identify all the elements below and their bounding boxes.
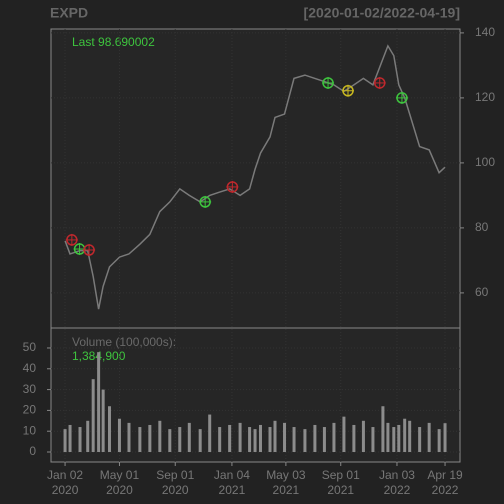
- volume-bar: [218, 427, 222, 453]
- volume-bar: [403, 418, 407, 453]
- volume-bar: [158, 420, 162, 453]
- volume-bar: [332, 422, 336, 453]
- y-tick-label: 120: [475, 90, 495, 104]
- volume-bar: [187, 422, 191, 453]
- x-tick-label: May 03 2021: [266, 468, 306, 497]
- y2-tick-label: 20: [23, 403, 37, 417]
- x-tick-label: Sep 01 2021: [321, 468, 360, 497]
- x-tick-label: Sep 01 2020: [156, 468, 195, 497]
- x-tick-label: Jan 02 2020: [47, 468, 84, 497]
- volume-bar: [392, 427, 396, 453]
- signal-marker: [83, 244, 96, 256]
- volume-bar: [138, 427, 142, 453]
- volume-bar: [253, 429, 257, 453]
- volume-bar: [248, 427, 252, 453]
- x-tick-label: Apr 19 2022: [427, 468, 463, 497]
- signal-marker: [342, 84, 355, 97]
- volume-bar: [268, 427, 272, 453]
- x-tick-label: May 01 2020: [99, 468, 140, 497]
- y-tick-label: 60: [475, 285, 489, 299]
- volume-bar: [292, 427, 296, 453]
- signal-marker: [322, 76, 335, 89]
- volume-bar: [117, 418, 121, 453]
- volume-bar: [178, 427, 182, 453]
- chart-title: EXPD: [50, 5, 88, 21]
- volume-bar: [443, 423, 447, 453]
- y2-tick-label: 30: [23, 382, 37, 396]
- volume-bar: [427, 422, 431, 453]
- chart-range: [2020-01-02/2022-04-19]: [304, 5, 460, 21]
- volume-bar: [238, 422, 242, 453]
- volume-bar: [101, 389, 105, 453]
- y2-tick-label: 0: [29, 444, 36, 458]
- volume-bar: [408, 420, 412, 453]
- y2-tick-label: 50: [23, 340, 37, 354]
- volume-bar: [208, 414, 212, 453]
- volume-bar: [342, 416, 346, 453]
- signal-marker: [199, 195, 212, 208]
- volume-bar: [283, 422, 287, 453]
- y-tick-label: 140: [475, 25, 495, 39]
- x-tick-label: Jan 03 2022: [378, 468, 415, 497]
- signal-marker: [226, 180, 239, 193]
- volume-bar: [352, 424, 356, 453]
- volume-bar: [371, 427, 375, 453]
- volume-bar: [303, 429, 307, 453]
- volume-bar: [127, 422, 131, 453]
- volume-bar: [91, 379, 95, 453]
- volume-bar: [228, 424, 232, 453]
- y2-tick-label: 10: [23, 423, 37, 437]
- volume-bar: [63, 429, 67, 453]
- volume-bar: [97, 352, 101, 453]
- volume-bar: [168, 429, 172, 453]
- volume-bar: [313, 424, 317, 453]
- last-label: Last 98.690002: [72, 35, 155, 49]
- volume-bar: [381, 406, 385, 453]
- volume-bar: [86, 420, 90, 453]
- volume-bar: [322, 427, 326, 453]
- volume-bar: [418, 427, 422, 453]
- y-tick-label: 100: [475, 155, 495, 169]
- volume-bar: [198, 429, 202, 453]
- signal-marker: [373, 76, 386, 89]
- volume-title: Volume (100,000s):: [72, 335, 176, 349]
- x-tick-label: Jan 04 2021: [213, 468, 250, 497]
- volume-bar: [258, 424, 262, 453]
- volume-bar: [78, 427, 82, 453]
- volume-bar: [361, 420, 365, 453]
- volume-bar: [68, 424, 72, 453]
- volume-bar: [437, 429, 441, 453]
- volume-bar: [148, 424, 152, 453]
- signal-marker: [65, 233, 78, 246]
- volume-bar: [397, 424, 401, 453]
- volume-bar: [273, 420, 277, 453]
- price-line: [64, 44, 446, 310]
- volume-bar: [107, 406, 111, 453]
- y2-tick-label: 40: [23, 361, 37, 375]
- volume-bar: [386, 422, 390, 453]
- signal-marker: [395, 91, 408, 104]
- y-tick-label: 80: [475, 220, 489, 234]
